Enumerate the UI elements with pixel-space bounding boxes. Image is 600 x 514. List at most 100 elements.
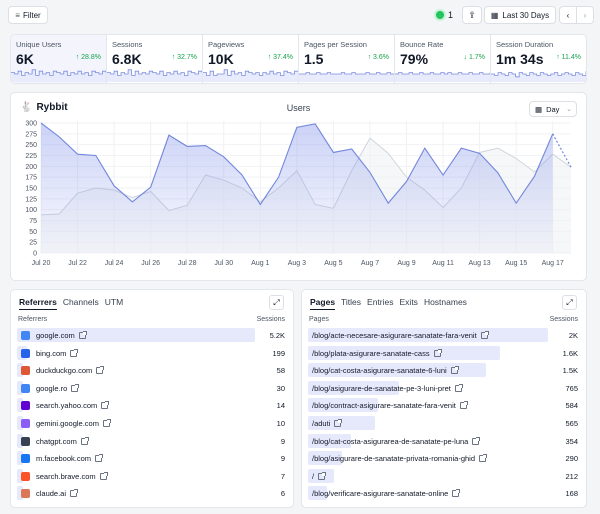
item-name: /blog/cat-costa-asigurarea-de-sanatate-p… — [312, 436, 481, 446]
y-tick-label: 0 — [33, 251, 37, 258]
list-item[interactable]: bing.com 199 — [17, 345, 285, 363]
list-item[interactable]: duckduckgo.com 58 — [17, 362, 285, 380]
x-tick-label: Aug 11 — [432, 260, 454, 267]
external-link-icon[interactable] — [472, 436, 481, 445]
tab-entries[interactable]: Entries — [367, 297, 394, 307]
item-label: /blog/contract-asigurare-sanatate-fara-v… — [312, 401, 456, 411]
list-item[interactable]: search.yahoo.com 14 — [17, 397, 285, 415]
list-item[interactable]: claude.ai 6 — [17, 485, 285, 503]
external-link-icon[interactable] — [459, 401, 468, 410]
external-link-icon[interactable] — [71, 383, 80, 392]
next-period-button[interactable]: › — [576, 6, 594, 24]
item-name: claude.ai — [21, 489, 79, 499]
external-link-icon[interactable] — [78, 331, 87, 339]
list-item[interactable]: gemini.google.com 10 — [17, 415, 285, 433]
chevron-right-icon: › — [583, 10, 587, 20]
stat-value-pageviews: 10K — [208, 51, 234, 67]
external-link-icon[interactable] — [454, 383, 463, 392]
share-bar — [17, 486, 23, 501]
share-button[interactable]: ⇪ — [462, 6, 482, 24]
previous-period-button[interactable]: ‹ — [559, 6, 577, 24]
item-value: 9 — [280, 454, 285, 464]
external-link-icon[interactable] — [99, 471, 108, 480]
tab-referrers[interactable]: Referrers — [19, 297, 57, 310]
stat-card[interactable]: Pages per Session 1.5 ↑ 3.6% — [299, 35, 395, 83]
stat-card[interactable]: Session Duration 1m 34s ↑ 11.4% — [491, 35, 586, 83]
item-value: 565 — [565, 418, 578, 428]
yahoo-icon — [21, 401, 30, 411]
list-item[interactable]: /blog/cat-costa-asigurare-sanatate-6-lun… — [308, 362, 578, 380]
list-item[interactable]: / 212 — [308, 468, 578, 486]
stat-card[interactable]: Sessions 6.8K ↑ 32.7% — [107, 35, 203, 83]
users-chart-card: 🐇 Rybbit Users ▦ Day ⌄ Jul 20 Jul 22 Jul 2… — [10, 92, 587, 281]
y-tick-label: 200 — [25, 164, 37, 171]
column-header-sessions: Sessions — [549, 316, 578, 323]
list-item[interactable]: google.com 5.2K — [17, 327, 285, 345]
share-bar — [308, 363, 486, 378]
stat-card[interactable]: Unique Users 6K ↑ 28.8% — [11, 35, 107, 83]
sparkline — [203, 69, 298, 82]
tab-channels[interactable]: Channels — [62, 297, 99, 307]
external-link-icon[interactable] — [479, 454, 488, 463]
stat-card[interactable]: Pageviews 10K ↑ 37.4% — [203, 35, 299, 83]
x-tick-label: Aug 17 — [542, 260, 564, 267]
list-item[interactable]: /blog/cat-costa-asigurarea-de-sanatate-p… — [308, 433, 578, 451]
external-link-icon[interactable] — [450, 366, 459, 375]
external-link-icon[interactable] — [480, 331, 489, 339]
sparkline — [491, 71, 586, 82]
list-item[interactable]: /aduti 565 — [308, 415, 578, 433]
interval-select[interactable]: ▦ Day ⌄ — [529, 101, 577, 117]
external-link-icon[interactable] — [96, 366, 105, 375]
external-link-icon[interactable] — [80, 436, 89, 445]
list-item[interactable]: m.facebook.com 9 — [17, 450, 285, 468]
list-item[interactable]: /blog/contract-asigurare-sanatate-fara-v… — [308, 397, 578, 415]
item-name: /blog/contract-asigurare-sanatate-fara-v… — [312, 401, 468, 411]
external-link-icon[interactable] — [452, 489, 461, 498]
external-link-icon[interactable] — [70, 348, 79, 357]
claude-icon — [21, 489, 30, 499]
tab-exits[interactable]: Exits — [399, 297, 418, 307]
sparkline-area — [395, 72, 490, 82]
stat-card[interactable]: Bounce Rate 79% ↓ 1.7% — [395, 35, 491, 83]
external-link-icon[interactable] — [334, 418, 343, 427]
sparkline-area — [107, 69, 202, 82]
item-label: claude.ai — [36, 489, 67, 499]
stat-change-pages-per-session: ↑ 3.6% — [367, 54, 389, 61]
list-item[interactable]: search.brave.com 7 — [17, 468, 285, 486]
users-line — [40, 122, 554, 206]
list-item[interactable]: /blog/asigurare-de-sanatate-privata-roma… — [308, 450, 578, 468]
pages-list: /blog/acte-necesare-asigurare-sanatate-f… — [308, 327, 578, 503]
external-link-icon[interactable] — [101, 401, 110, 410]
live-count: 1 — [448, 10, 454, 20]
item-value: 10 — [276, 418, 285, 428]
tab-hostnames[interactable]: Hostnames — [423, 297, 467, 307]
share-bar — [17, 328, 255, 342]
date-range-button[interactable]: ▦ Last 30 Days — [484, 6, 556, 24]
external-link-icon[interactable] — [102, 418, 111, 427]
x-tick-label: Jul 24 — [105, 260, 124, 267]
tab-titles[interactable]: Titles — [341, 297, 362, 307]
filter-button[interactable]: ≡ Filter — [8, 6, 48, 24]
tab-utm[interactable]: UTM — [104, 297, 124, 307]
item-value: 14 — [276, 401, 285, 411]
list-item[interactable]: /blog/plata-asigurare-sanatate-cass 1.6K — [308, 345, 578, 363]
list-item[interactable]: /blog/asigurare-de-sanatate-pe-3-luni-pr… — [308, 380, 578, 398]
users-area — [41, 123, 553, 253]
list-item[interactable]: /blog/verificare-asigurare-sanatate-onli… — [308, 485, 578, 503]
y-tick-label: 50 — [29, 229, 37, 236]
expand-button[interactable]: ⤢ — [562, 295, 577, 310]
stat-value-bounce-rate: 79% — [400, 51, 429, 67]
list-item[interactable]: google.ro 30 — [17, 380, 285, 398]
expand-button[interactable]: ⤢ — [269, 295, 284, 310]
item-name: google.com — [21, 331, 87, 340]
list-item[interactable]: /blog/acte-necesare-asigurare-sanatate-f… — [308, 327, 578, 345]
tab-pages[interactable]: Pages — [310, 297, 336, 310]
external-link-icon[interactable] — [318, 471, 327, 480]
x-tick-label: Jul 22 — [68, 260, 87, 267]
external-link-icon[interactable] — [70, 489, 79, 498]
item-value: 168 — [565, 489, 578, 499]
external-link-icon[interactable] — [433, 348, 442, 357]
brave-icon — [21, 471, 30, 481]
list-item[interactable]: chatgpt.com 9 — [17, 433, 285, 451]
external-link-icon[interactable] — [95, 454, 104, 463]
